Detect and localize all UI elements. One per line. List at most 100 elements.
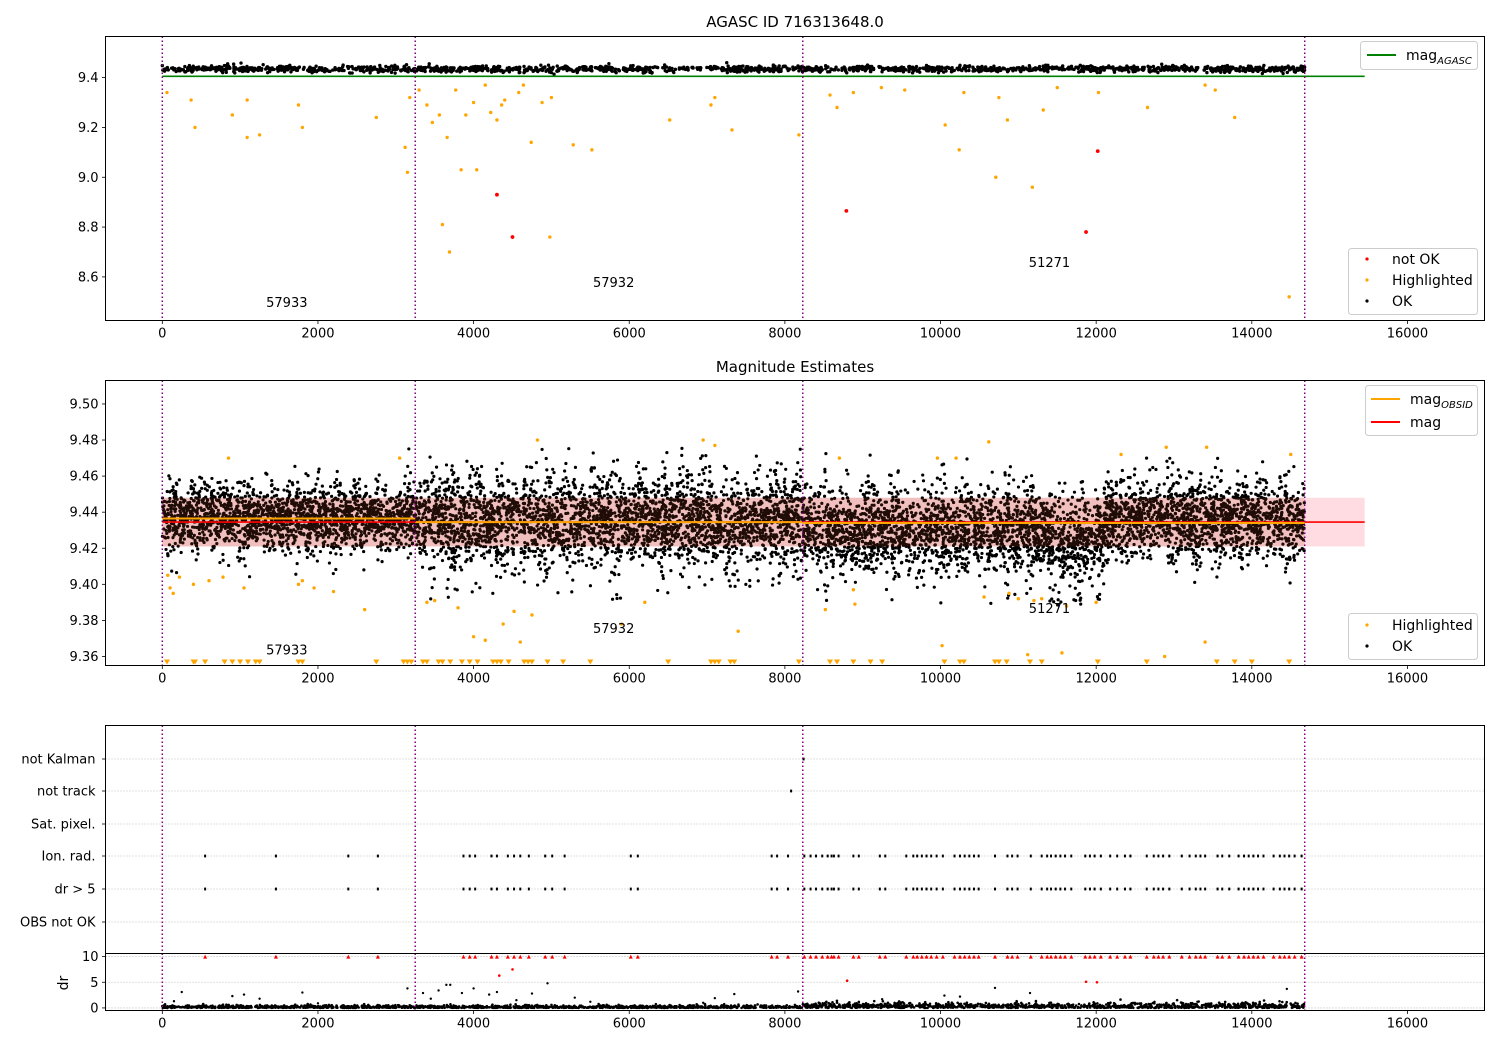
ok-point — [287, 493, 292, 498]
ok-point — [1262, 63, 1266, 68]
ok-point — [360, 65, 364, 69]
ok-point — [1196, 65, 1200, 70]
ok-point — [333, 68, 337, 72]
ok-point — [381, 69, 385, 74]
x-tick-label: 6000 — [613, 327, 646, 342]
ok-point — [250, 476, 254, 481]
ok-point — [439, 68, 443, 73]
ok-point — [868, 69, 873, 74]
ok-point — [1215, 66, 1219, 70]
ok-point — [543, 557, 547, 561]
ok-point — [564, 476, 568, 480]
ok-point — [757, 493, 761, 497]
ok-point — [798, 65, 803, 69]
ok-point — [590, 562, 594, 566]
ok-point — [334, 477, 339, 482]
ok-point — [433, 68, 437, 72]
ok-point — [321, 493, 325, 498]
x-tick-label: 4000 — [457, 327, 490, 342]
ok-point — [423, 69, 427, 74]
x-tick-label: 2000 — [301, 327, 334, 342]
ok-point — [1076, 66, 1080, 71]
ok-point — [777, 64, 781, 68]
ok-point — [334, 567, 338, 572]
ok-point — [1291, 66, 1296, 71]
highlighted-point — [165, 90, 169, 95]
ok-point — [627, 548, 632, 552]
ok-point — [644, 69, 648, 74]
ok-point — [773, 550, 778, 554]
ok-point — [209, 65, 214, 70]
highlighted-point — [879, 85, 884, 90]
ok-point — [1230, 67, 1234, 71]
ok-point — [577, 67, 581, 72]
highlighted-point — [296, 103, 301, 107]
ok-point — [353, 486, 357, 490]
ok-point — [710, 559, 714, 564]
ok-point — [227, 65, 232, 70]
ok-point — [316, 470, 321, 474]
ok-point — [402, 482, 407, 486]
ok-point — [1275, 66, 1279, 70]
ok-point — [166, 552, 170, 556]
ok-point — [403, 64, 407, 68]
x-tick-label: 14000 — [1231, 327, 1272, 342]
ok-point — [218, 560, 222, 565]
ok-point — [543, 562, 547, 566]
ok-point — [560, 65, 565, 70]
ok-point — [468, 67, 472, 72]
ok-point — [670, 481, 674, 485]
ok-point — [580, 65, 585, 69]
ok-point — [1011, 67, 1015, 71]
ok-point — [224, 491, 228, 496]
ok-point — [880, 70, 884, 74]
ok-point — [794, 569, 798, 573]
ok-point — [480, 64, 485, 68]
ok-point — [190, 549, 195, 553]
ok-point — [357, 477, 362, 481]
highlighted-point — [521, 83, 526, 87]
ok-point — [774, 490, 778, 494]
ok-point — [320, 484, 324, 488]
ok-point — [1267, 68, 1271, 72]
ok-point — [403, 493, 407, 497]
ok-point — [1083, 65, 1087, 69]
ok-point — [1160, 62, 1164, 66]
ok-point — [926, 64, 931, 69]
ok-point — [721, 68, 725, 72]
y-tick-label: 8.6 — [78, 270, 99, 285]
ok-point — [1301, 65, 1306, 69]
ok-point — [704, 466, 708, 470]
agasc-plot-area — [160, 36, 1365, 321]
not-ok-point — [1084, 230, 1088, 234]
ok-point — [741, 69, 746, 73]
ok-point — [312, 67, 316, 71]
ok-point — [860, 66, 865, 71]
ok-point — [298, 491, 303, 495]
ok-point — [611, 459, 616, 463]
y-tick-label: 9.4 — [78, 71, 99, 86]
ok-point — [286, 484, 290, 488]
ok-point — [633, 550, 637, 554]
ok-point — [848, 68, 852, 72]
ok-point — [513, 567, 518, 571]
ok-point — [192, 66, 196, 70]
ok-point — [463, 66, 467, 71]
ok-point — [899, 67, 903, 72]
ok-point — [265, 493, 270, 497]
ok-point — [457, 485, 461, 489]
ok-point — [568, 551, 572, 555]
ok-point — [168, 477, 172, 481]
ok-point — [918, 70, 922, 74]
ok-point — [1123, 68, 1127, 72]
ok-point — [608, 579, 612, 583]
ok-point — [932, 66, 936, 70]
ok-point — [1112, 70, 1117, 74]
highlighted-point — [230, 113, 235, 117]
ok-point — [183, 64, 187, 69]
ok-point — [302, 490, 306, 494]
ok-point — [636, 460, 641, 465]
ok-point — [610, 66, 615, 71]
ok-point — [444, 463, 449, 467]
